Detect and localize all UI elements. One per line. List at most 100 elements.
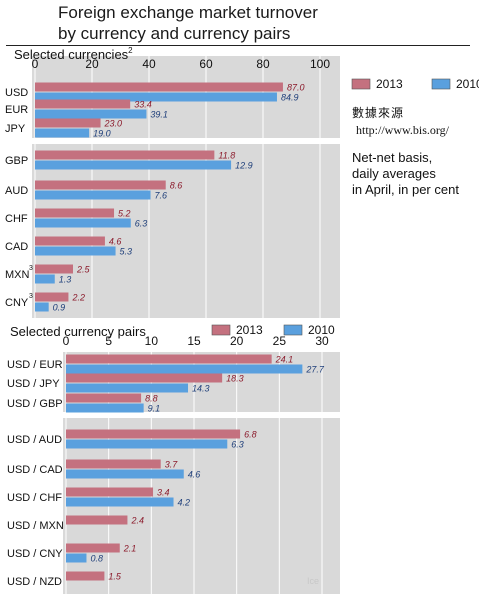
- chart1-value-label-2013-usd: 87.0: [287, 83, 305, 93]
- chart2-value-label-2013-usd-nzd: 1.5: [108, 572, 122, 582]
- chart1-bar-2013-chf: [35, 208, 115, 218]
- chart1-value-label-2010-cny: 0.9: [53, 303, 66, 313]
- chart1-category-label-cad: CAD: [5, 241, 28, 253]
- chart2-title: Selected currency pairs: [10, 324, 146, 339]
- chart1-bar-2010-gbp: [35, 160, 232, 170]
- chart2-category-label-usd-chf: USD / CHF: [7, 492, 62, 504]
- chart2-category-label-usd-cad: USD / CAD: [7, 464, 63, 476]
- chart2-bar-2013-usd-aud: [66, 429, 241, 439]
- chart1-bar-2013-jpy: [35, 118, 101, 128]
- chart1-bar-2010-cny: [35, 302, 49, 312]
- chart1-category-label-jpy: JPY: [5, 123, 26, 135]
- chart-title: Foreign exchange market turnover by curr…: [58, 2, 388, 44]
- chart2-tick-label: 15: [187, 334, 201, 348]
- chart1-tick-label: 40: [142, 57, 156, 71]
- chart1-tick-label: 20: [85, 57, 99, 71]
- source-url: http://www.bis.org/: [356, 123, 450, 137]
- chart2-bar-2013-usd-nzd: [66, 571, 105, 581]
- chart1-category-label-usd: USD: [5, 87, 28, 99]
- chart1-tick-label: 0: [32, 57, 39, 71]
- chart1-title: Selected currencies2: [14, 46, 133, 62]
- chart1-value-label-2013-eur: 33.4: [134, 100, 152, 110]
- chart2-tick-label: 30: [315, 334, 329, 348]
- chart1-category-label-chf: CHF: [5, 213, 28, 225]
- chart2-bar-2010-usd-eur: [66, 364, 303, 374]
- chart1-bar-2010-mxn: [35, 274, 55, 284]
- source-label: 數據來源: [352, 106, 405, 120]
- chart1-value-label-2013-cny: 2.2: [71, 293, 85, 303]
- chart1-value-label-2010-eur: 39.1: [150, 110, 168, 120]
- basis-note-line-3: in April, in per cent: [352, 182, 459, 197]
- chart1-bar-2013-usd: [35, 82, 283, 92]
- chart2-value-label-2013-usd-chf: 3.4: [157, 488, 170, 498]
- chart1-legend-swatch-2010: [431, 78, 451, 90]
- chart1-bar-2013-eur: [35, 99, 131, 109]
- chart1-bar-2010-jpy: [35, 128, 90, 138]
- chart1-legend-swatch-2013: [351, 78, 371, 90]
- chart1-tick-label: 60: [199, 57, 213, 71]
- chart1-category-label-aud: AUD: [5, 185, 28, 197]
- source-note: 數據來源 http://www.bis.org/: [352, 104, 449, 138]
- chart2-value-label-2013-usd-cny: 2.1: [123, 544, 137, 554]
- chart1-legend-label-2013: 2013: [376, 77, 403, 91]
- chart2-bar-2013-usd-cny: [66, 543, 120, 553]
- chart2-bar-2010-usd-chf: [66, 497, 174, 507]
- chart1-value-label-2010-jpy: 19.0: [93, 129, 111, 139]
- chart1-value-label-2013-cad: 4.6: [109, 237, 122, 247]
- basis-note-line-2: daily averages: [352, 166, 436, 181]
- chart2-category-label-usd-nzd: USD / NZD: [7, 576, 62, 588]
- chart1-category-label-mxn: MXN: [5, 269, 30, 281]
- chart2-tick-label: 0: [63, 334, 70, 348]
- chart1-value-label-2013-aud: 8.6: [170, 181, 183, 191]
- chart2-tick-label: 5: [105, 334, 112, 348]
- chart1-legend-label-2010: 2010: [456, 77, 479, 91]
- chart2-tick-label: 10: [145, 334, 159, 348]
- chart1-category-label-cny: CNY: [5, 297, 29, 309]
- chart-title-line-1: Foreign exchange market turnover: [58, 3, 318, 22]
- chart-title-line-2: by currency and currency pairs: [58, 24, 291, 43]
- chart2-bar-2013-usd-cad: [66, 459, 161, 469]
- chart1-value-label-2013-mxn: 2.5: [76, 265, 91, 275]
- chart2-value-label-2010-usd-eur: 27.7: [305, 365, 325, 375]
- chart2-category-label-usd-jpy: USD / JPY: [7, 378, 60, 390]
- chart1-value-label-2010-aud: 7.6: [155, 191, 168, 201]
- chart2-bar-2013-usd-gbp: [66, 393, 142, 403]
- basis-note-line-1: Net-net basis,: [352, 150, 433, 165]
- chart1-tick-label: 80: [256, 57, 270, 71]
- chart1-tick-label: 100: [310, 57, 330, 71]
- chart1-bar-2013-cad: [35, 236, 105, 246]
- chart2-legend-label-2013: 2013: [236, 323, 263, 337]
- chart2-bar-2013-usd-chf: [66, 487, 154, 497]
- chart2-category-label-usd-eur: USD / EUR: [7, 359, 63, 371]
- chart1-value-label-2010-cad: 5.3: [120, 247, 133, 257]
- chart2-value-label-2013-usd-gbp: 8.8: [145, 394, 158, 404]
- chart2-legend-swatch-2010: [283, 324, 303, 336]
- chart2-value-label-2010-usd-gbp: 9.1: [148, 404, 161, 414]
- chart2-tick-label: 20: [230, 334, 244, 348]
- chart1-category-label-gbp: GBP: [5, 155, 28, 167]
- chart2-tick-label: 25: [273, 334, 287, 348]
- chart1-bar-2010-eur: [35, 109, 147, 119]
- chart2-value-label-2010-usd-cny: 0.8: [90, 554, 103, 564]
- chart1-bar-2013-cny: [35, 292, 69, 302]
- chart1-bar-2010-chf: [35, 218, 131, 228]
- title-divider: [6, 45, 470, 46]
- chart1-value-label-2010-gbp: 12.9: [235, 161, 253, 171]
- chart2-value-label-2010-usd-jpy: 14.3: [192, 384, 210, 394]
- chart1-bar-2010-cad: [35, 246, 116, 256]
- chart2-value-label-2013-usd-jpy: 18.3: [226, 374, 244, 384]
- basis-note: Net-net basis, daily averages in April, …: [352, 150, 459, 198]
- chart2-category-label-usd-cny: USD / CNY: [7, 548, 63, 560]
- chart1-panel-2: [32, 144, 340, 318]
- chart2-bar-2010-usd-jpy: [66, 383, 189, 393]
- chart1-category-footnote-mxn: 3: [29, 265, 33, 272]
- chart1-bar-2013-mxn: [35, 264, 73, 274]
- chart2-bar-2010-usd-cad: [66, 469, 184, 479]
- chart2-value-label-2010-usd-cad: 4.6: [188, 470, 201, 480]
- chart2-category-label-usd-aud: USD / AUD: [7, 434, 62, 446]
- chart2-category-label-usd-mxn: USD / MXN: [7, 520, 64, 532]
- chart2-value-label-2013-usd-mxn: 2.4: [130, 516, 144, 526]
- chart2-value-label-2013-usd-eur: 24.1: [275, 355, 294, 365]
- chart1-bar-2013-aud: [35, 180, 166, 190]
- chart2-legend-swatch-2013: [211, 324, 231, 336]
